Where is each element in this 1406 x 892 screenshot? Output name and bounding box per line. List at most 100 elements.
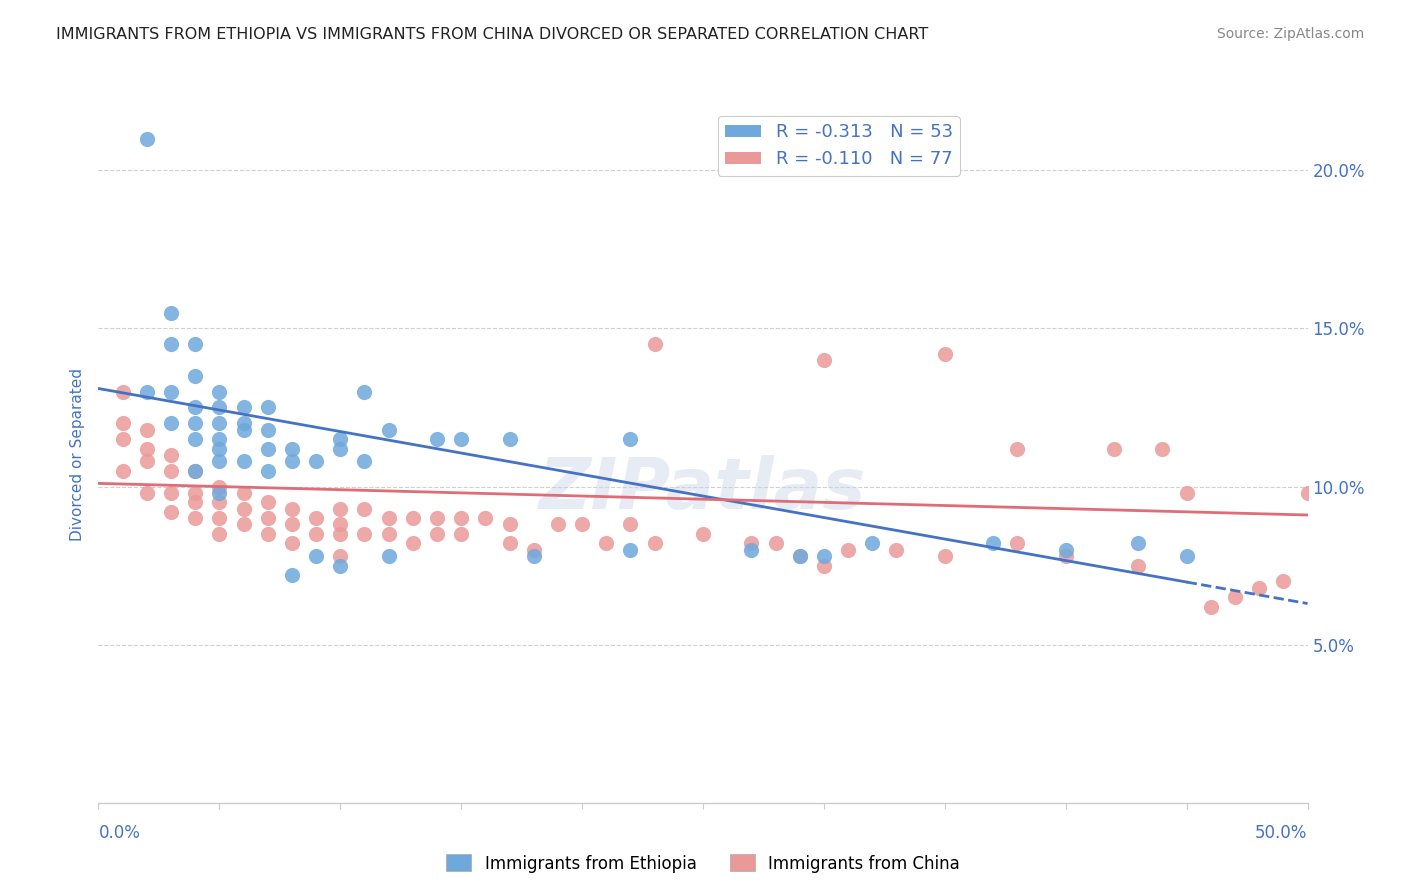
Point [208, 479, 231, 493]
Point [160, 486, 183, 500]
Point [1249, 581, 1271, 595]
Point [256, 464, 278, 478]
Point [426, 432, 449, 446]
Point [305, 549, 328, 563]
Point [1296, 486, 1319, 500]
Point [1007, 536, 1029, 550]
Point [184, 486, 207, 500]
Point [329, 527, 352, 541]
Point [208, 432, 231, 446]
Point [208, 486, 231, 500]
Point [402, 536, 425, 550]
Point [256, 527, 278, 541]
Point [329, 517, 352, 532]
Point [111, 432, 134, 446]
Point [644, 536, 666, 550]
Point [208, 442, 231, 456]
Point [595, 536, 617, 550]
Point [402, 511, 425, 525]
Point [860, 536, 883, 550]
Point [160, 448, 183, 462]
Point [498, 432, 520, 446]
Point [1272, 574, 1295, 589]
Point [329, 432, 352, 446]
Point [160, 384, 183, 399]
Point [619, 542, 641, 557]
Point [474, 511, 496, 525]
Point [232, 501, 254, 516]
Point [184, 464, 207, 478]
Point [1054, 542, 1077, 557]
Point [377, 549, 399, 563]
Point [571, 517, 593, 532]
Point [1128, 558, 1150, 573]
Point [377, 511, 399, 525]
Point [184, 417, 207, 431]
Point [1199, 599, 1222, 614]
Text: IMMIGRANTS FROM ETHIOPIA VS IMMIGRANTS FROM CHINA DIVORCED OR SEPARATED CORRELAT: IMMIGRANTS FROM ETHIOPIA VS IMMIGRANTS F… [56, 27, 928, 42]
Point [160, 464, 183, 478]
Point [160, 505, 183, 519]
Point [813, 549, 835, 563]
Point [281, 568, 304, 582]
Point [135, 384, 157, 399]
Point [789, 549, 811, 563]
Point [353, 501, 375, 516]
Point [232, 486, 254, 500]
Point [184, 432, 207, 446]
Point [232, 417, 254, 431]
Point [208, 495, 231, 509]
Point [256, 401, 278, 415]
Point [305, 511, 328, 525]
Point [813, 353, 835, 368]
Point [208, 401, 231, 415]
Point [329, 501, 352, 516]
Point [208, 454, 231, 468]
Point [208, 511, 231, 525]
Point [208, 527, 231, 541]
Point [281, 536, 304, 550]
Point [837, 542, 859, 557]
Point [981, 536, 1004, 550]
Point [184, 337, 207, 351]
Point [789, 549, 811, 563]
Point [305, 454, 328, 468]
Point [353, 454, 375, 468]
Point [305, 527, 328, 541]
Point [232, 517, 254, 532]
Point [353, 384, 375, 399]
Point [184, 401, 207, 415]
Point [353, 527, 375, 541]
Point [1054, 549, 1077, 563]
Point [377, 527, 399, 541]
Point [740, 536, 762, 550]
Point [450, 432, 472, 446]
Text: ZIPatlas: ZIPatlas [540, 455, 866, 524]
Point [135, 442, 157, 456]
Legend: Immigrants from Ethiopia, Immigrants from China: Immigrants from Ethiopia, Immigrants fro… [440, 847, 966, 880]
Point [184, 368, 207, 383]
Point [208, 384, 231, 399]
Point [377, 423, 399, 437]
Text: 50.0%: 50.0% [1256, 823, 1308, 842]
Point [329, 442, 352, 456]
Point [740, 542, 762, 557]
Point [184, 464, 207, 478]
Point [523, 542, 546, 557]
Point [450, 511, 472, 525]
Point [498, 536, 520, 550]
Point [281, 442, 304, 456]
Point [934, 347, 956, 361]
Point [1152, 442, 1174, 456]
Point [256, 511, 278, 525]
Point [184, 495, 207, 509]
Point [329, 558, 352, 573]
Point [450, 527, 472, 541]
Point [135, 486, 157, 500]
Point [498, 517, 520, 532]
Point [135, 454, 157, 468]
Point [281, 454, 304, 468]
Point [281, 517, 304, 532]
Point [256, 495, 278, 509]
Point [135, 131, 157, 145]
